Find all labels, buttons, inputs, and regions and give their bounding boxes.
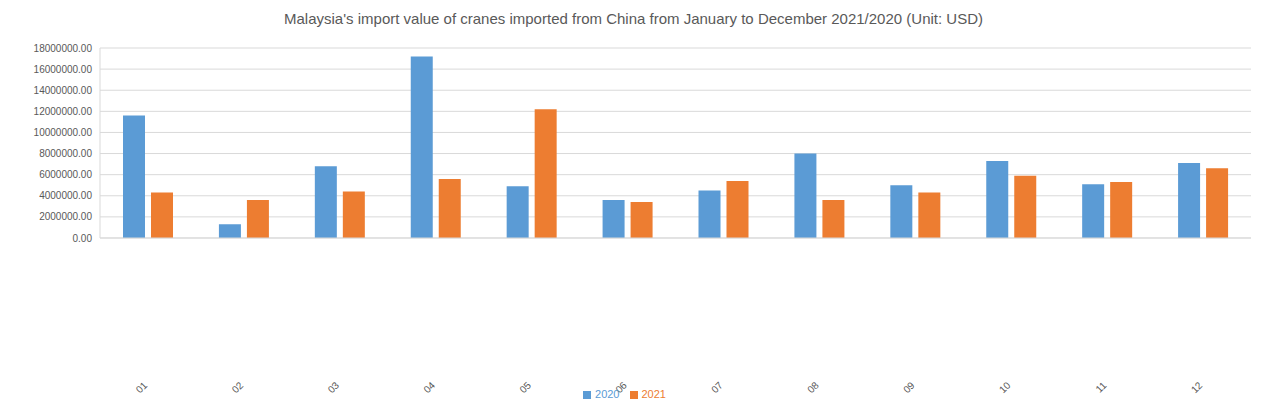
svg-text:14000000.00: 14000000.00 [34, 85, 93, 96]
svg-text:12000000.00: 12000000.00 [34, 106, 93, 117]
svg-text:01: 01 [134, 379, 150, 395]
svg-text:06: 06 [613, 379, 629, 395]
svg-text:2000000.00: 2000000.00 [39, 211, 92, 222]
svg-text:04: 04 [421, 379, 437, 395]
svg-text:12: 12 [1189, 379, 1205, 395]
svg-text:10: 10 [997, 379, 1013, 395]
svg-text:07: 07 [709, 379, 725, 395]
svg-text:02: 02 [230, 379, 246, 395]
svg-text:4000000.00: 4000000.00 [39, 190, 92, 201]
svg-text:18000000.00: 18000000.00 [34, 43, 93, 54]
svg-text:11: 11 [1093, 379, 1108, 394]
svg-text:0.00: 0.00 [73, 233, 93, 244]
svg-text:6000000.00: 6000000.00 [39, 169, 92, 180]
html-text:2020: 2020 [595, 388, 620, 400]
svg-text:16000000.00: 16000000.00 [34, 64, 93, 75]
html-text:2021: 2021 [641, 388, 666, 400]
svg-text:08: 08 [805, 379, 821, 395]
html-text:Malaysia's import value of cra: Malaysia's import value of cranes import… [284, 10, 983, 27]
svg-text:09: 09 [901, 379, 917, 395]
svg-text:8000000.00: 8000000.00 [39, 148, 92, 159]
svg-text:10000000.00: 10000000.00 [34, 127, 93, 138]
svg-text:03: 03 [326, 379, 342, 395]
svg-text:05: 05 [517, 379, 533, 395]
